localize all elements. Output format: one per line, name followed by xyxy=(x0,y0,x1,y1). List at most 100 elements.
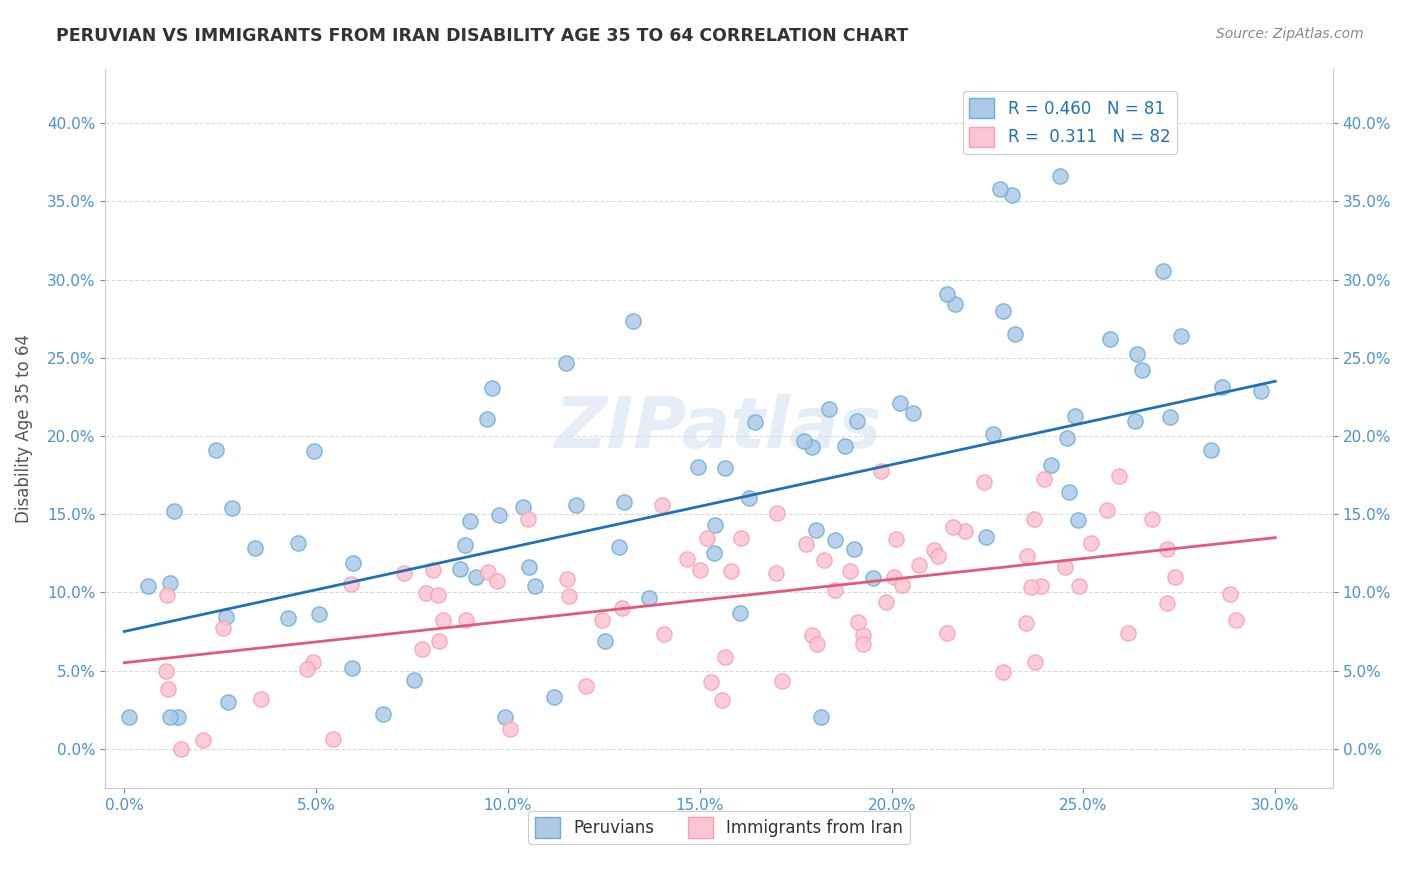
Point xyxy=(638,591,661,605)
Point xyxy=(565,499,588,513)
Point xyxy=(713,460,735,475)
Point xyxy=(422,563,444,577)
Point xyxy=(988,181,1011,195)
Point xyxy=(806,637,828,651)
Point xyxy=(810,710,832,724)
Point xyxy=(340,577,363,591)
Point xyxy=(297,662,319,676)
Point xyxy=(156,588,179,602)
Point xyxy=(432,614,454,628)
Point xyxy=(575,679,598,693)
Point xyxy=(884,532,907,546)
Point xyxy=(245,541,267,555)
Point xyxy=(557,589,579,603)
Point xyxy=(1024,512,1046,526)
Point xyxy=(217,695,239,709)
Point xyxy=(839,564,862,578)
Point xyxy=(392,566,415,580)
Point xyxy=(607,541,630,555)
Point xyxy=(454,613,477,627)
Point xyxy=(1142,512,1164,526)
Point xyxy=(612,601,634,615)
Point xyxy=(993,665,1015,679)
Point xyxy=(804,523,827,537)
Point xyxy=(191,733,214,747)
Point xyxy=(613,495,636,509)
Point xyxy=(770,673,793,688)
Point xyxy=(163,504,186,518)
Point xyxy=(744,415,766,429)
Point xyxy=(211,620,233,634)
Point xyxy=(883,570,905,584)
Point xyxy=(800,440,823,454)
Point xyxy=(524,580,547,594)
Point xyxy=(621,314,644,328)
Point xyxy=(302,655,325,669)
Point xyxy=(686,460,709,475)
Point xyxy=(1064,409,1087,423)
Point xyxy=(543,690,565,705)
Point xyxy=(449,562,471,576)
Point xyxy=(486,574,509,589)
Point xyxy=(221,500,243,515)
Point xyxy=(1123,414,1146,428)
Point xyxy=(943,297,966,311)
Point xyxy=(793,434,815,448)
Point xyxy=(818,402,841,417)
Point xyxy=(1053,560,1076,574)
Point xyxy=(652,626,675,640)
Point xyxy=(1225,613,1247,627)
Point xyxy=(869,464,891,478)
Point xyxy=(942,520,965,534)
Point xyxy=(842,542,865,557)
Point xyxy=(981,426,1004,441)
Point xyxy=(1033,472,1056,486)
Point xyxy=(696,531,718,545)
Point xyxy=(765,506,787,520)
Point xyxy=(1004,326,1026,341)
Point xyxy=(1049,169,1071,183)
Point xyxy=(488,508,510,522)
Point xyxy=(765,566,787,581)
Point xyxy=(890,577,912,591)
Point xyxy=(169,741,191,756)
Point xyxy=(287,536,309,550)
Point xyxy=(845,414,868,428)
Point xyxy=(1219,587,1241,601)
Point xyxy=(927,549,949,563)
Point xyxy=(875,595,897,609)
Point xyxy=(302,443,325,458)
Point xyxy=(730,531,752,545)
Point xyxy=(1029,579,1052,593)
Point xyxy=(1080,535,1102,549)
Point xyxy=(477,566,499,580)
Point xyxy=(908,558,931,572)
Point xyxy=(205,443,228,458)
Point xyxy=(689,563,711,577)
Point xyxy=(136,579,159,593)
Point xyxy=(824,583,846,598)
Point xyxy=(935,287,957,301)
Point xyxy=(516,512,538,526)
Point xyxy=(498,722,520,736)
Point xyxy=(1126,347,1149,361)
Point xyxy=(714,650,737,665)
Point xyxy=(824,533,846,548)
Point xyxy=(901,406,924,420)
Point xyxy=(1170,328,1192,343)
Point xyxy=(371,706,394,721)
Point xyxy=(852,637,875,651)
Point xyxy=(953,524,976,538)
Point xyxy=(1099,332,1122,346)
Point xyxy=(454,538,477,552)
Point xyxy=(703,546,725,560)
Point xyxy=(481,381,503,395)
Point xyxy=(427,634,450,648)
Point xyxy=(676,551,699,566)
Point xyxy=(700,675,723,690)
Point xyxy=(852,628,875,642)
Point xyxy=(846,615,869,630)
Point xyxy=(1164,570,1187,584)
Point xyxy=(155,665,177,679)
Point xyxy=(1152,264,1174,278)
